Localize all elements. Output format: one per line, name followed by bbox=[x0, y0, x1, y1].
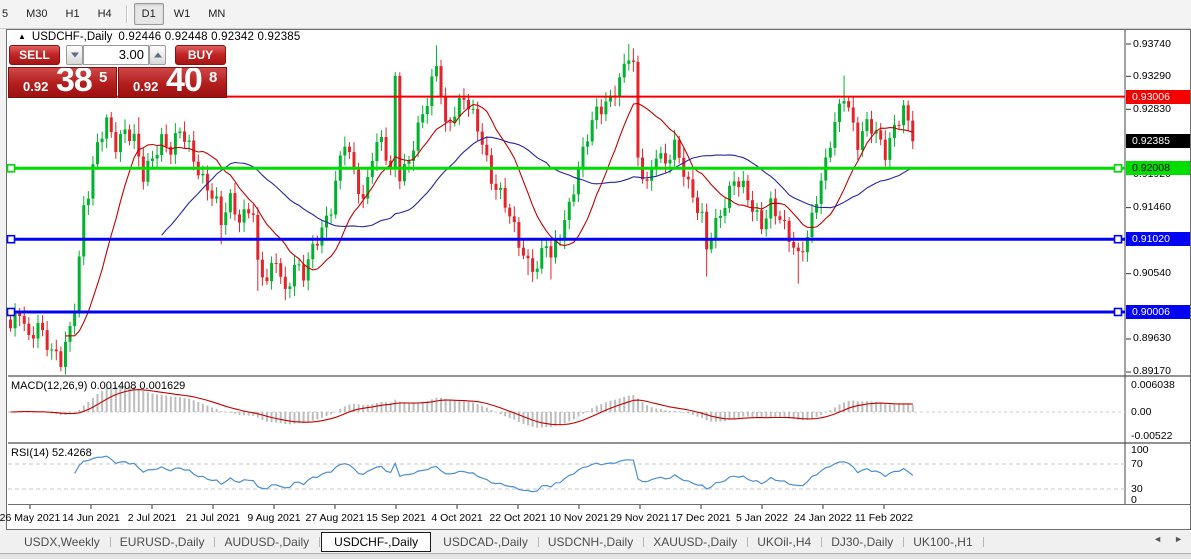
date-axis-label: 21 Jul 2021 bbox=[185, 512, 241, 524]
bid-price-badge: 0.92385 bbox=[1126, 134, 1190, 149]
tab-scroll-controls: ◄ ► bbox=[1153, 534, 1183, 544]
price-axis-tick: 0.91460 bbox=[1133, 201, 1171, 214]
buy-price-big: 40 bbox=[166, 67, 203, 98]
timeframe-button-h4[interactable]: H4 bbox=[97, 8, 112, 20]
date-axis-label: 11 Feb 2022 bbox=[854, 512, 914, 524]
macd-axis-label: -0.00522 bbox=[1131, 430, 1173, 442]
price-level-badge: 0.92008 bbox=[1126, 161, 1190, 176]
chart-tab-bar: USDX,Weekly EURUSD-,Daily AUDUSD-,Daily USD… bbox=[0, 531, 1191, 553]
price-axis-tick: 0.92830 bbox=[1133, 102, 1171, 115]
timeframe-button-5[interactable]: 5 bbox=[2, 8, 9, 20]
collapse-triangle-icon[interactable]: ▲ bbox=[18, 31, 26, 41]
buy-price-pip: 8 bbox=[209, 69, 218, 86]
chart-tab-usdx[interactable]: USDX,Weekly bbox=[14, 533, 111, 551]
chevron-down-icon bbox=[70, 52, 79, 58]
sell-price-box[interactable]: 0.92 38 5 bbox=[8, 67, 117, 98]
timeframe-button-d1[interactable]: D1 bbox=[133, 3, 164, 25]
chart-tab-eurusd[interactable]: EURUSD-,Daily bbox=[110, 533, 216, 551]
date-axis-label: 15 Sep 2021 bbox=[366, 512, 426, 524]
date-axis-label: 2 Jul 2021 bbox=[127, 512, 177, 524]
chart-tab-xauusd[interactable]: XAUUSD-,Daily bbox=[643, 533, 749, 551]
macd-label: MACD(12,26,9) 0.001408 0.001629 bbox=[11, 380, 186, 392]
price-axis-tick: 0.93740 bbox=[1133, 37, 1171, 50]
timeframe-button-m30[interactable]: M30 bbox=[26, 8, 48, 20]
price-level-badge: 0.91020 bbox=[1126, 232, 1190, 247]
rsi-axis-label: 30 bbox=[1131, 483, 1143, 495]
chevron-up-icon bbox=[153, 52, 162, 58]
timeframe-button-mn[interactable]: MN bbox=[208, 8, 226, 20]
bottom-strip bbox=[0, 553, 1191, 559]
chart-tab-dj30[interactable]: DJ30-,Daily bbox=[821, 533, 905, 551]
rsi-axis-label: 70 bbox=[1131, 458, 1143, 470]
chart-window bbox=[6, 29, 1191, 530]
chart-tab-usdchf[interactable]: USDCHF-,Daily bbox=[321, 532, 432, 552]
date-axis-label: 26 May 2021 bbox=[0, 512, 61, 524]
level-handle[interactable] bbox=[6, 234, 16, 244]
sell-price-big: 38 bbox=[56, 67, 93, 98]
chart-title: ▲ USDCHF-,Daily 0.92446 0.92448 0.92342 … bbox=[18, 31, 301, 43]
level-handle[interactable] bbox=[1113, 307, 1123, 317]
one-click-trading-widget: SELL 3.00 BUY 0.92 38 5 0.92 40 8 bbox=[8, 44, 227, 98]
date-axis-label: 10 Nov 2021 bbox=[549, 512, 609, 524]
volume-increase-button[interactable] bbox=[149, 45, 166, 65]
timeframe-button-w1[interactable]: W1 bbox=[173, 8, 191, 20]
rsi-axis-label: 100 bbox=[1131, 444, 1149, 456]
date-axis-label: 14 Jun 2021 bbox=[62, 512, 120, 524]
volume-input[interactable]: 3.00 bbox=[83, 45, 149, 65]
chart-tab-audusd[interactable]: AUDUSD-,Daily bbox=[214, 533, 320, 551]
price-axis-tick: 0.93290 bbox=[1133, 69, 1171, 82]
macd-axis-label: 0.006038 bbox=[1131, 379, 1175, 391]
sell-price-pip: 5 bbox=[99, 69, 108, 86]
sell-button[interactable]: SELL bbox=[9, 45, 60, 65]
sell-price-base: 0.92 bbox=[23, 79, 49, 94]
tab-scroll-right-icon[interactable]: ► bbox=[1174, 534, 1183, 544]
date-axis-label: 29 Nov 2021 bbox=[610, 512, 670, 524]
toolbar-separator bbox=[125, 5, 128, 23]
date-axis-label: 5 Jan 2022 bbox=[736, 512, 788, 524]
date-axis-label: 27 Aug 2021 bbox=[305, 512, 365, 524]
rsi-axis-label: 0 bbox=[1131, 494, 1137, 506]
chart-tab-usdcnh[interactable]: USDCNH-,Daily bbox=[538, 533, 645, 551]
chart-ohlc-values: 0.92446 0.92448 0.92342 0.92385 bbox=[118, 31, 301, 43]
price-axis-tick: 0.89170 bbox=[1133, 365, 1171, 378]
price-axis-tick: 0.89630 bbox=[1133, 332, 1171, 345]
volume-decrease-button[interactable] bbox=[66, 45, 83, 65]
macd-axis-label: 0.00 bbox=[1131, 406, 1152, 418]
chart-tab-uk100[interactable]: UK100-,H1 bbox=[903, 533, 985, 551]
date-axis-label: 9 Aug 2021 bbox=[247, 512, 301, 524]
buy-button[interactable]: BUY bbox=[175, 45, 226, 65]
price-level-badge: 0.93006 bbox=[1126, 89, 1190, 104]
date-axis-label: 17 Dec 2021 bbox=[671, 512, 731, 524]
price-level-badge: 0.90006 bbox=[1126, 304, 1190, 319]
buy-price-box[interactable]: 0.92 40 8 bbox=[118, 67, 227, 98]
tab-scroll-left-icon[interactable]: ◄ bbox=[1153, 534, 1163, 544]
chart-symbol-label: USDCHF-,Daily bbox=[31, 31, 113, 43]
rsi-label: RSI(14) 52.4268 bbox=[11, 447, 92, 459]
price-axis-tick: 0.90540 bbox=[1133, 267, 1171, 280]
timeframe-toolbar: 5 M30 H1 H4 D1 W1 MN bbox=[0, 0, 1191, 29]
level-handle[interactable] bbox=[6, 164, 16, 173]
date-axis-label: 4 Oct 2021 bbox=[431, 512, 483, 524]
level-handle[interactable] bbox=[1113, 164, 1123, 173]
date-axis-label: 24 Jan 2022 bbox=[794, 512, 852, 524]
chart-tab-usdcad[interactable]: USDCAD-,Daily bbox=[433, 533, 539, 551]
level-handle[interactable] bbox=[6, 307, 16, 317]
timeframe-button-h1[interactable]: H1 bbox=[65, 8, 80, 20]
date-axis-label: 22 Oct 2021 bbox=[489, 512, 547, 524]
level-handle[interactable] bbox=[1113, 234, 1123, 244]
buy-price-base: 0.92 bbox=[133, 79, 159, 94]
chart-tab-ukoil[interactable]: UKOil-,H4 bbox=[747, 533, 823, 551]
